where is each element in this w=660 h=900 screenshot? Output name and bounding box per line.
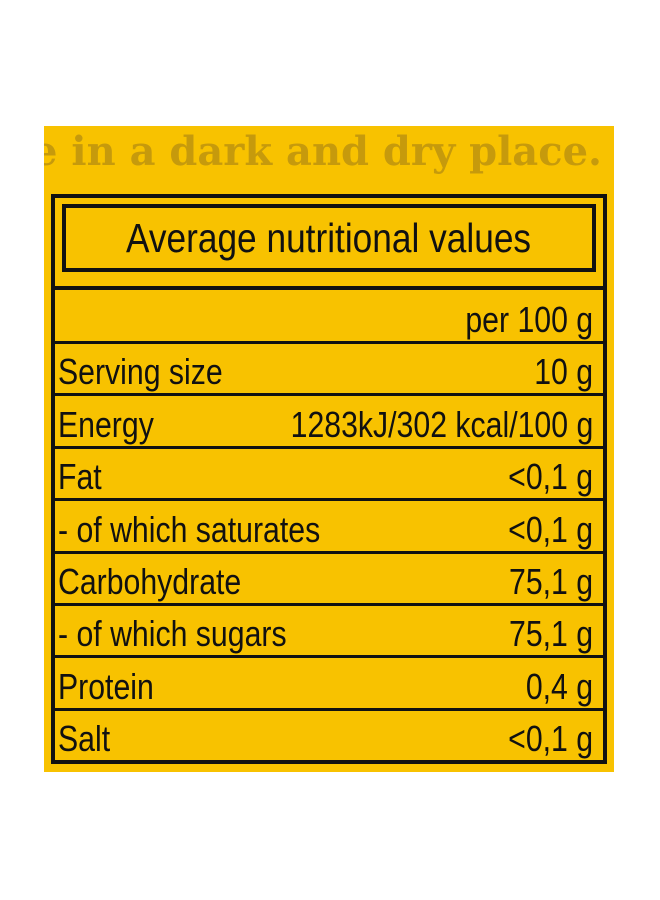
row-value: 1283kJ/302 kcal/100 g bbox=[290, 403, 593, 445]
row-name: Carbohydrate bbox=[58, 560, 242, 602]
row-name: Salt bbox=[58, 718, 111, 760]
table-row-saturates: - of which saturates <0,1 g bbox=[55, 498, 603, 550]
row-value: 75,1 g bbox=[508, 613, 593, 655]
row-name: Energy bbox=[58, 403, 154, 445]
row-name: - of which saturates bbox=[58, 508, 321, 550]
row-name: Serving size bbox=[58, 351, 223, 393]
table-row-serving-size: Serving size 10 g bbox=[55, 341, 603, 393]
row-value: <0,1 g bbox=[508, 508, 593, 550]
table-row-per-100g: per 100 g bbox=[55, 286, 603, 341]
row-name: Fat bbox=[58, 456, 102, 498]
row-value: <0,1 g bbox=[508, 456, 593, 498]
row-value: 0,4 g bbox=[525, 665, 593, 707]
per-100g-label: per 100 g bbox=[465, 299, 593, 340]
row-value: 10 g bbox=[534, 351, 593, 393]
table-row-energy: Energy 1283kJ/302 kcal/100 g bbox=[55, 393, 603, 445]
nutrition-rows: per 100 g Serving size 10 g Energy 1283k… bbox=[55, 286, 603, 760]
table-row-salt: Salt <0,1 g bbox=[55, 707, 603, 760]
storage-instruction-text: e in a dark and dry place. bbox=[44, 128, 602, 175]
nutrition-table: Average nutritional values per 100 g Ser… bbox=[51, 194, 607, 764]
table-row-protein: Protein 0,4 g bbox=[55, 655, 603, 707]
nutrition-table-title-box: Average nutritional values bbox=[62, 204, 596, 272]
table-row-sugars: - of which sugars 75,1 g bbox=[55, 602, 603, 655]
nutrition-table-title: Average nutritional values bbox=[126, 214, 532, 261]
table-row-carbohydrate: Carbohydrate 75,1 g bbox=[55, 550, 603, 603]
row-name: - of which sugars bbox=[58, 613, 287, 655]
nutrition-label-panel: e in a dark and dry place. Average nutri… bbox=[44, 126, 614, 772]
row-name: Protein bbox=[58, 665, 154, 707]
row-value: 75,1 g bbox=[508, 560, 593, 602]
row-value: <0,1 g bbox=[508, 718, 593, 760]
table-row-fat: Fat <0,1 g bbox=[55, 445, 603, 498]
storage-instruction: e in a dark and dry place. bbox=[44, 126, 614, 186]
